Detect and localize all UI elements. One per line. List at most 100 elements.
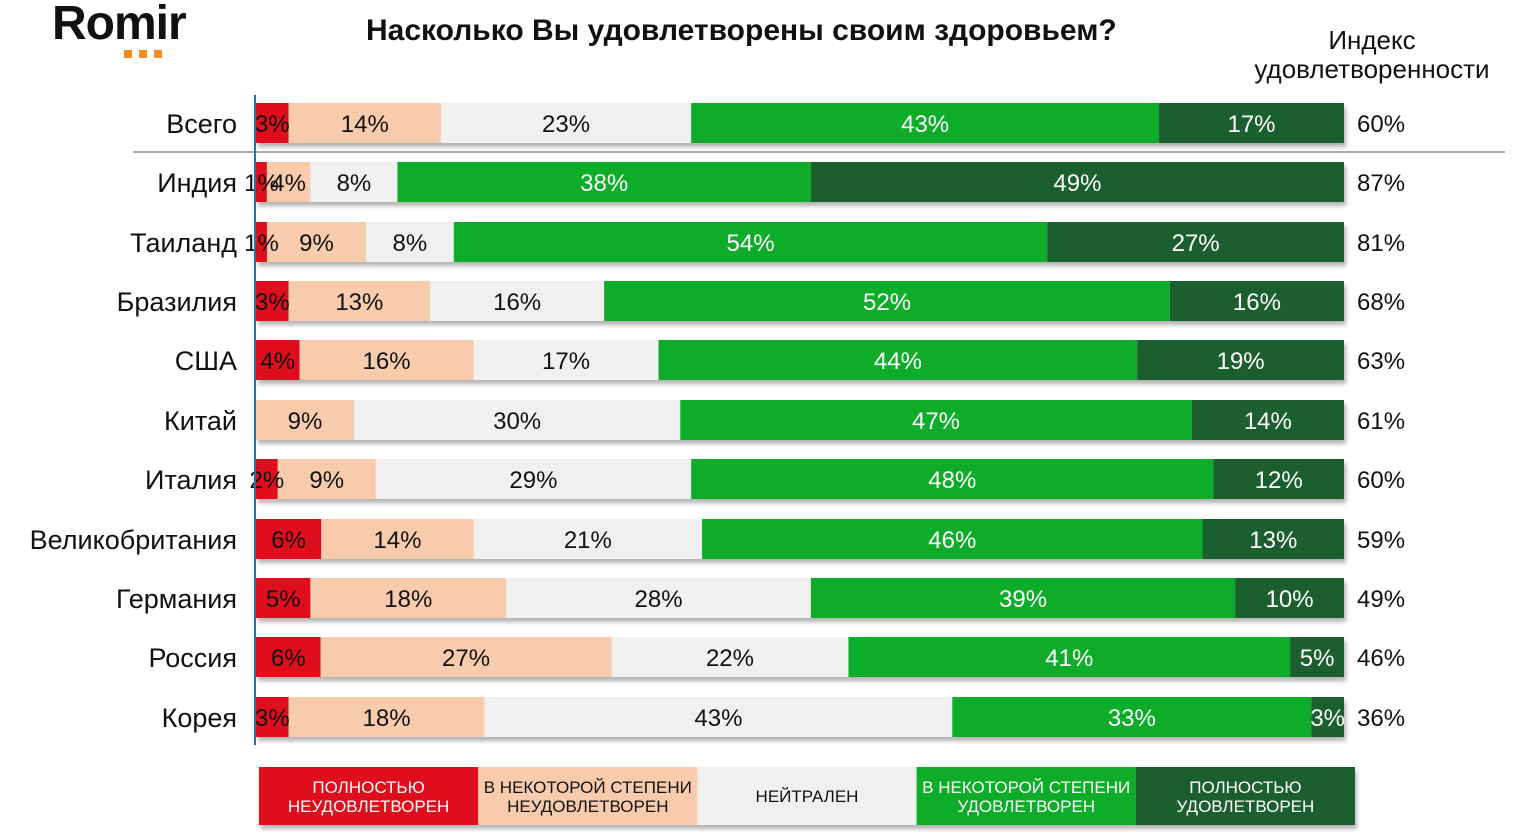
bar-segment [256, 459, 278, 499]
bar-row [256, 459, 1344, 499]
data-label: 16% [363, 348, 411, 375]
bar-segment [1191, 400, 1344, 440]
bar-segment [1159, 103, 1344, 143]
data-label: 39% [999, 586, 1047, 613]
bar-row [256, 400, 1344, 440]
data-label: 27% [442, 645, 490, 672]
bar-segment [691, 103, 1160, 143]
bar-segment [266, 222, 366, 262]
bar-segment [952, 697, 1312, 737]
data-label: 3% [255, 289, 290, 316]
bar-segment [484, 697, 953, 737]
bar-segment [320, 637, 612, 677]
data-label: 14% [1244, 408, 1292, 435]
bar-segment [1311, 697, 1344, 737]
data-label: 8% [393, 230, 428, 257]
index-value: 87% [1357, 170, 1405, 197]
data-label: 30% [493, 408, 541, 435]
index-value: 49% [1357, 586, 1405, 613]
bar-segment [1213, 459, 1344, 499]
data-label: 41% [1045, 645, 1093, 672]
bar-segment [611, 637, 849, 677]
legend-swatch [259, 767, 479, 825]
data-label: 54% [727, 230, 775, 257]
index-value: 81% [1357, 230, 1405, 257]
bar-segment [256, 637, 321, 677]
data-label: 38% [580, 170, 628, 197]
bar-segment [473, 340, 659, 380]
bar-segment [375, 459, 692, 499]
data-label: 4% [271, 170, 306, 197]
data-label: 9% [309, 467, 344, 494]
legend-label: В НЕКОТОРОЙ СТЕПЕНИ [484, 778, 692, 797]
romir-logo: Romir [52, 0, 187, 50]
bar-segment [365, 222, 454, 262]
legend-label: ПОЛНОСТЬЮ [312, 778, 424, 797]
bar-segment [256, 340, 300, 380]
bar-segment [266, 162, 311, 202]
data-label: 48% [928, 467, 976, 494]
bar-segment [680, 400, 1192, 440]
bar-segment [691, 459, 1214, 499]
bar-row [256, 281, 1344, 321]
category-label: Германия [116, 584, 237, 614]
data-label: 17% [542, 348, 590, 375]
legend-label: В НЕКОТОРОЙ СТЕПЕНИ [922, 778, 1130, 797]
legend [259, 767, 1355, 825]
index-value: 68% [1357, 289, 1405, 316]
bar-row [256, 340, 1344, 380]
bar-segment [288, 697, 485, 737]
bar-segment [440, 103, 692, 143]
data-label: 22% [706, 645, 754, 672]
category-label: Индия [157, 168, 237, 198]
bar-segment [288, 103, 441, 143]
data-label: 43% [901, 111, 949, 138]
bar-segment [1047, 222, 1344, 262]
bar-segment [310, 578, 507, 618]
legend-label: УДОВЛЕТВОРЕН [957, 797, 1095, 816]
index-value: 36% [1357, 705, 1405, 732]
data-label: 47% [912, 408, 960, 435]
bar-segment [256, 162, 267, 202]
legend-label: НЕЙТРАЛЕН [756, 787, 859, 806]
data-label: 6% [271, 645, 306, 672]
bar-segment [810, 578, 1236, 618]
data-label: 3% [255, 705, 290, 732]
data-label: 5% [1300, 645, 1335, 672]
data-label: 23% [542, 111, 590, 138]
index-value: 60% [1357, 111, 1405, 138]
bar-segment [848, 637, 1291, 677]
data-label: 13% [1249, 527, 1297, 554]
data-label: 6% [271, 527, 306, 554]
index-value: 60% [1357, 467, 1405, 494]
category-label: США [175, 346, 237, 376]
legend-swatch [1135, 767, 1355, 825]
data-label: 29% [509, 467, 557, 494]
legend-swatch [478, 767, 698, 825]
bar-row [256, 103, 1344, 143]
index-header: Индекс удовлетворенности [1254, 25, 1490, 84]
bar-segment [256, 103, 289, 143]
data-label: 44% [874, 348, 922, 375]
legend-label: ПОЛНОСТЬЮ [1189, 778, 1301, 797]
data-label: 8% [337, 170, 372, 197]
bar-segment [430, 281, 605, 321]
legend-label: НЕУДОВЛЕТВОРЕН [507, 797, 668, 816]
bar-segment [353, 400, 681, 440]
category-label: Великобритания [30, 525, 237, 555]
category-label: Россия [148, 643, 237, 673]
bar-row [256, 519, 1344, 559]
bar-segment [604, 281, 1170, 321]
bar-row [256, 578, 1344, 618]
legend-swatch [697, 767, 917, 825]
bar-segment [256, 578, 311, 618]
legend-label: НЕУДОВЛЕТВОРЕН [288, 797, 449, 816]
data-label: 16% [1233, 289, 1281, 316]
data-label: 4% [260, 348, 295, 375]
data-label: 28% [635, 586, 683, 613]
bar-segment [397, 162, 811, 202]
bar-segment [702, 519, 1203, 559]
index-value: 46% [1357, 645, 1405, 672]
bar-row [256, 637, 1344, 677]
